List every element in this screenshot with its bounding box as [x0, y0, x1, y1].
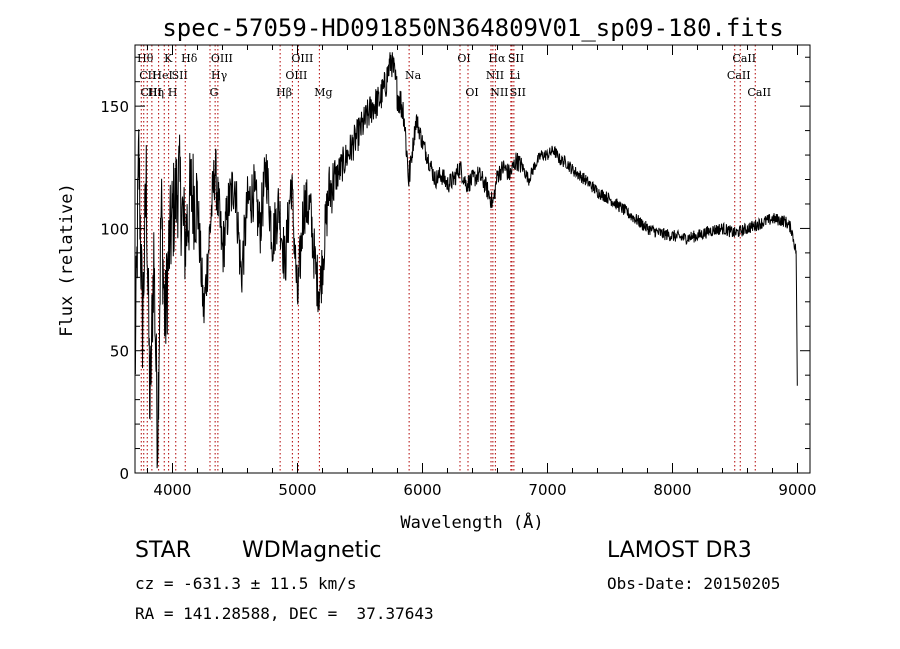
redshift-text: cz = -631.3 ± 11.5 km/s: [135, 574, 357, 593]
marker-label-3: Hη: [148, 86, 164, 99]
marker-label-7: SII: [172, 69, 188, 82]
marker-label-25: CaII: [727, 69, 751, 82]
marker-label-20: Hα: [488, 52, 506, 65]
marker-label-21: NII: [490, 86, 508, 99]
x-tick-label-3: 7000: [528, 481, 566, 499]
marker-label-12: Hβ: [276, 86, 292, 99]
x-axis-label: Wavelength (Å): [400, 511, 543, 533]
marker-label-26: CaII: [732, 52, 756, 65]
marker-label-24: SII: [510, 86, 526, 99]
object-class: STAR: [135, 538, 192, 563]
y-tick-label-0: 0: [119, 465, 129, 483]
y-tick-label-2: 100: [100, 220, 129, 238]
y-tick-label-1: 50: [110, 343, 129, 361]
x-tick-label-0: 4000: [153, 481, 191, 499]
marker-label-23: SII: [508, 52, 524, 65]
survey-name: LAMOST DR3: [607, 538, 752, 563]
x-tick-label-1: 5000: [278, 481, 316, 499]
marker-label-8: Hδ: [181, 52, 198, 65]
chart-title: spec-57059-HD091850N364809V01_sp09-180.f…: [162, 14, 783, 42]
series-group: [134, 52, 798, 469]
object-subclass: WDMagnetic: [242, 538, 382, 563]
marker-label-15: Mg: [314, 86, 332, 99]
marker-label-22: Li: [509, 69, 520, 82]
marker-label-10: Hγ: [211, 69, 228, 82]
y-axis-label: Flux (relative): [57, 183, 77, 337]
coordinates: RA = 141.28588, DEC = 37.37643: [135, 604, 434, 623]
marker-label-11: OIII: [211, 52, 233, 65]
marker-label-13: OIII: [285, 69, 307, 82]
y-tick-label-3: 150: [100, 98, 129, 116]
axis-ticks: 4000 5000 6000 7000 8000 9000 0 50 100 150: [100, 45, 817, 499]
series-line-0: [134, 52, 798, 469]
marker-label-6: H: [168, 86, 178, 99]
marker-label-2: CIII: [141, 86, 162, 99]
plot-frame: [134, 44, 811, 474]
marker-label-19: NII: [486, 69, 504, 82]
marker-label-0: Hθ: [137, 52, 154, 65]
line-markers: HθCIICIIIHηHeIKHSIIHδGHγOIIIHβOIIIOIIIMg…: [137, 45, 771, 473]
marker-label-14: OIII: [291, 52, 313, 65]
marker-label-9: G: [210, 86, 219, 99]
x-tick-label-4: 8000: [653, 481, 691, 499]
marker-label-17: OI: [457, 52, 470, 65]
x-tick-label-5: 9000: [778, 481, 816, 499]
obs-date: Obs-Date: 20150205: [607, 574, 781, 593]
marker-label-18: OI: [465, 86, 478, 99]
marker-label-27: CaII: [747, 86, 771, 99]
marker-label-1: CII: [139, 69, 156, 82]
marker-label-4: HeI: [152, 69, 172, 82]
x-tick-label-2: 6000: [403, 481, 441, 499]
marker-label-16: Na: [405, 69, 422, 82]
